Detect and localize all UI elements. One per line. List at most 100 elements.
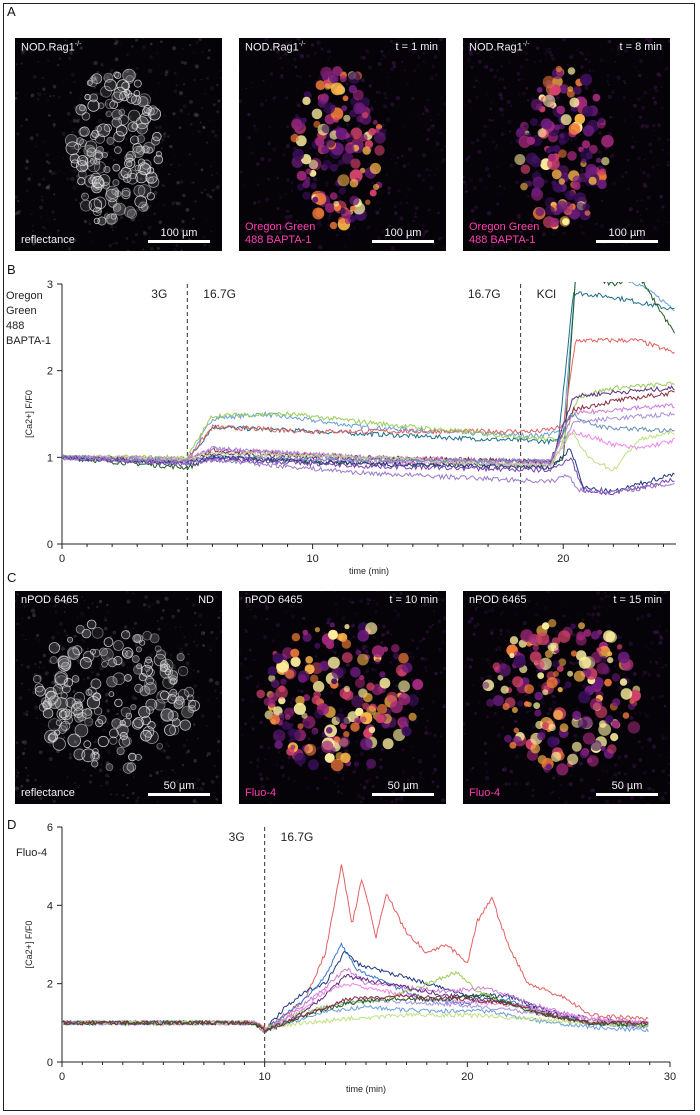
speckle [248, 793, 252, 796]
speckle [463, 180, 466, 184]
speckle [584, 57, 588, 61]
cell [52, 737, 66, 751]
speckle [470, 208, 475, 213]
speckle [180, 669, 183, 672]
cell [350, 666, 361, 678]
speckle [193, 611, 197, 615]
cell [124, 206, 136, 218]
speckle [463, 41, 465, 44]
speckle [297, 225, 301, 229]
speckle [75, 135, 77, 137]
speckle [468, 48, 472, 52]
cell [512, 676, 524, 688]
speckle [648, 45, 651, 48]
speckle [520, 230, 523, 234]
speckle [580, 231, 586, 236]
cell [574, 113, 586, 125]
cell [145, 676, 154, 685]
cell [548, 619, 557, 628]
speckle [624, 171, 628, 174]
speckle [26, 665, 31, 669]
speckle [126, 666, 129, 669]
speckle [210, 779, 215, 784]
speckle [636, 156, 641, 161]
cell [572, 710, 582, 720]
cell [575, 650, 587, 661]
speckle [612, 116, 614, 118]
speckle [137, 185, 141, 189]
speckle [187, 653, 190, 656]
speckle [343, 244, 347, 248]
speckle [239, 170, 243, 174]
speckle [217, 99, 221, 103]
speckle [185, 661, 190, 666]
speckle [292, 228, 297, 232]
speckle [581, 52, 584, 56]
speckle [642, 96, 644, 99]
cell [368, 726, 376, 733]
y-axis-label: [Ca2+] F/F0 [24, 921, 34, 969]
speckle [87, 606, 90, 609]
speckle [542, 232, 546, 237]
speckle [327, 58, 329, 60]
cell [65, 141, 80, 156]
speckle [364, 779, 369, 784]
speckle [288, 214, 293, 219]
cell [305, 656, 313, 664]
speckle [495, 186, 498, 189]
cell [518, 135, 531, 148]
cell [354, 761, 360, 767]
speckle [80, 673, 82, 675]
speckle [74, 198, 78, 202]
speckle [584, 644, 588, 647]
speckle [643, 226, 647, 230]
speckle [69, 92, 71, 94]
speckle [308, 74, 312, 78]
image-channel-label-c1: reflectance [21, 787, 75, 800]
speckle [607, 39, 612, 44]
speckle [429, 76, 434, 81]
speckle [175, 244, 179, 247]
speckle [70, 146, 75, 150]
cell [154, 645, 162, 653]
cell [398, 680, 410, 693]
speckle [409, 237, 413, 241]
speckle [106, 603, 109, 606]
speckle [646, 802, 650, 804]
speckle [34, 778, 37, 782]
speckle [209, 645, 211, 648]
speckle [417, 644, 419, 646]
speckle [201, 50, 204, 54]
speckle [630, 145, 635, 150]
cell [132, 145, 145, 158]
speckle [536, 46, 540, 50]
speckle [114, 57, 119, 62]
speckle [508, 247, 513, 251]
speckle [487, 173, 491, 178]
speckle [126, 783, 129, 787]
speckle [596, 591, 600, 595]
speckle [464, 189, 468, 193]
speckle [427, 208, 432, 213]
cell [580, 73, 593, 86]
speckle [609, 765, 612, 768]
speckle [285, 143, 290, 149]
speckle [335, 612, 338, 615]
cell [292, 148, 305, 161]
speckle [271, 629, 274, 631]
cell [131, 718, 144, 730]
speckle [502, 767, 507, 772]
speckle [156, 599, 158, 601]
speckle [266, 618, 269, 621]
speckle [432, 610, 435, 613]
cell [288, 728, 301, 741]
speckle [368, 778, 372, 782]
speckle [621, 244, 624, 247]
cell [599, 168, 607, 176]
speckle [167, 745, 170, 748]
x-tick-label: 10 [306, 553, 318, 565]
speckle [279, 195, 283, 199]
speckle [56, 63, 60, 67]
speckle [105, 75, 110, 80]
speckle [578, 614, 580, 616]
